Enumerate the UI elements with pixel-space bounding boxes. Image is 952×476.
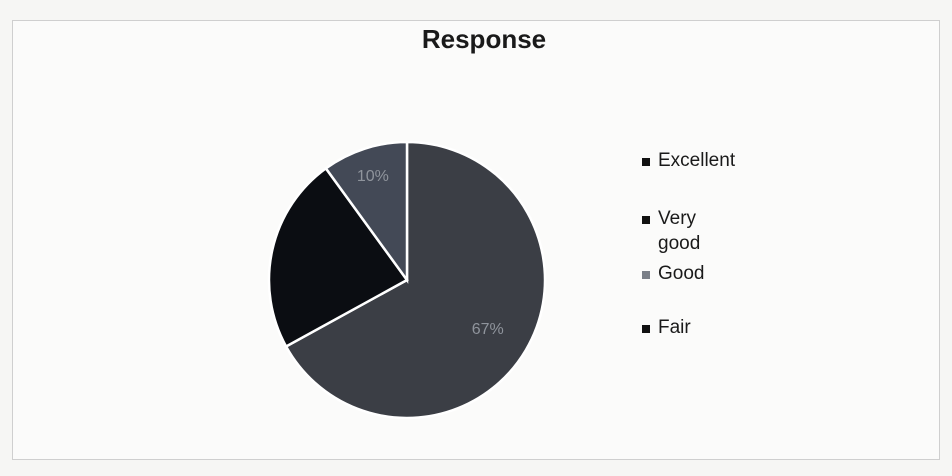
pie-slice-very-good (267, 166, 409, 349)
legend-label-good: Good (658, 263, 705, 284)
legend-swatch-good (642, 271, 650, 279)
data-label-excellent: 67% (472, 321, 504, 338)
legend-label-fair: Fair (658, 317, 691, 338)
data-label-good: 10% (357, 168, 389, 185)
legend-swatch-fair (642, 325, 650, 333)
chart-title: Response (421, 24, 547, 54)
legend-label-excellent: Excellent (658, 150, 736, 171)
pie-slice-excellent (284, 140, 547, 420)
legend-label-very-good: Very good (658, 208, 701, 254)
legend-swatch-excellent (642, 158, 650, 166)
pie-slice-good (324, 140, 409, 284)
legend-swatch-very-good (642, 216, 650, 224)
